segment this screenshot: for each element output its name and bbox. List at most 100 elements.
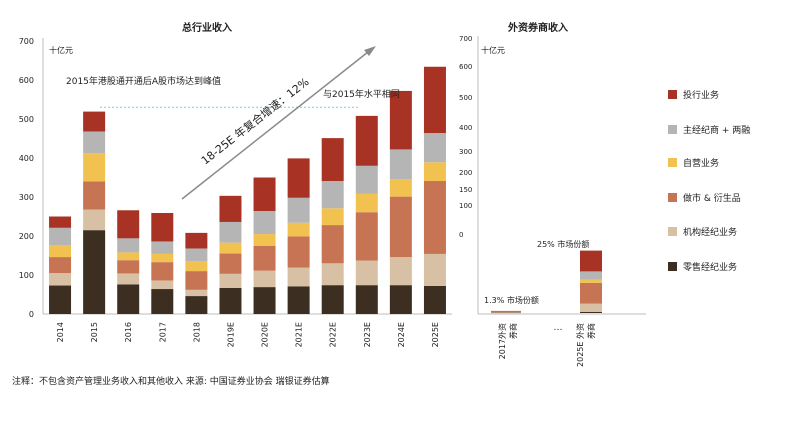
legend-item-inst: 机构经纪业务 <box>668 225 737 238</box>
left-y-tick-5: 500 <box>19 115 34 124</box>
right-bar-0-4 <box>491 311 521 312</box>
left-bar-11-2 <box>423 181 446 254</box>
left-bar-11-3 <box>423 162 446 182</box>
right-y-tick-3: 200 <box>459 169 472 177</box>
left-bar-7-4 <box>287 197 310 223</box>
left-y-tick-6: 600 <box>19 76 34 85</box>
left-bar-8-0 <box>321 285 344 314</box>
legend-item-mm: 做市 & 衍生品 <box>668 191 741 204</box>
legend-item-prop: 自营业务 <box>668 156 719 169</box>
left-bar-6-5 <box>253 177 276 212</box>
legend-item-prime: 主经纪商 + 两融 <box>668 123 750 136</box>
left-y-tick-2: 200 <box>19 232 34 241</box>
left-bar-6-1 <box>253 270 276 288</box>
left-x-tick-10: 2024E <box>397 322 406 347</box>
right-bar-1-1 <box>580 303 602 312</box>
right-ellipsis: … <box>554 323 563 333</box>
right-y-tick-7: 600 <box>459 63 472 71</box>
left-bar-9-4 <box>355 165 378 194</box>
left-x-tick-8: 2022E <box>329 322 338 347</box>
left-bar-7-2 <box>287 236 310 268</box>
left-x-tick-4: 2018 <box>192 322 201 342</box>
peak-annotation: 2015年港股通开通后A股市场达到峰值 <box>66 75 221 87</box>
left-bar-5-4 <box>219 221 242 243</box>
legend-swatch-retail <box>668 262 677 271</box>
left-bar-2-0 <box>117 284 140 314</box>
left-bar-0-4 <box>49 227 72 246</box>
left-bar-0-1 <box>49 273 72 286</box>
right-bar-0-0 <box>491 312 521 314</box>
legend-swatch-ib <box>668 90 677 99</box>
level-annotation: 与2015年水平相同 <box>323 88 400 100</box>
left-bar-4-3 <box>185 261 208 272</box>
right-bar-0-5 <box>491 310 521 312</box>
left-bar-0-0 <box>49 285 72 314</box>
left-bar-5-5 <box>219 195 242 222</box>
left-bar-9-2 <box>355 212 378 261</box>
right-y-tick-4: 300 <box>459 148 472 156</box>
left-bar-7-5 <box>287 158 310 198</box>
left-bar-7-3 <box>287 222 310 237</box>
left-bar-3-4 <box>151 241 174 254</box>
left-bar-3-5 <box>151 212 174 242</box>
left-bar-10-3 <box>389 179 412 197</box>
legend-label-inst: 机构经纪业务 <box>683 228 738 238</box>
left-bar-5-3 <box>219 242 242 254</box>
left-y-tick-7: 700 <box>19 37 34 46</box>
growth-annotation: 18-25E 年复合增速：12% <box>198 75 311 168</box>
legend-label-mm: 做市 & 衍生品 <box>683 194 741 204</box>
right-y-tick-8: 700 <box>459 35 472 43</box>
left-bar-10-0 <box>389 285 412 314</box>
left-bar-2-5 <box>117 210 140 239</box>
left-bar-1-2 <box>83 181 106 210</box>
left-x-tick-6: 2020E <box>261 322 270 347</box>
left-bar-3-0 <box>151 289 174 314</box>
right-bar-0-1 <box>491 312 521 313</box>
left-bar-8-3 <box>321 208 344 226</box>
left-y-tick-3: 300 <box>19 193 34 202</box>
left-bar-10-5 <box>389 90 412 150</box>
legend-swatch-prime <box>668 125 677 134</box>
left-bar-5-1 <box>219 273 242 288</box>
left-bar-1-5 <box>83 111 106 132</box>
growth-arrow-line <box>181 51 369 200</box>
legend-item-ib: 投行业务 <box>668 88 719 101</box>
right-y-tick-5: 400 <box>459 124 472 132</box>
left-bar-4-0 <box>185 296 208 314</box>
left-x-tick-1: 2015 <box>90 322 99 342</box>
left-bar-2-1 <box>117 273 140 285</box>
left-bar-1-3 <box>83 153 106 182</box>
right-bar-1-2 <box>580 282 602 304</box>
left-bar-9-5 <box>355 115 378 166</box>
left-bar-6-4 <box>253 211 276 235</box>
left-bar-1-4 <box>83 131 106 154</box>
left-bar-9-0 <box>355 285 378 314</box>
left-bar-11-5 <box>423 66 446 134</box>
left-bar-3-2 <box>151 262 174 281</box>
left-bar-10-4 <box>389 149 412 180</box>
growth-arrow-head <box>364 46 376 56</box>
left-x-tick-11: 2025E <box>431 322 440 347</box>
left-bar-4-4 <box>185 248 208 262</box>
left-bar-11-0 <box>423 285 446 314</box>
share-2025-annotation: 25% 市场份额 <box>537 239 589 249</box>
right-y-tick-0: 0 <box>459 231 463 239</box>
left-bar-2-3 <box>117 252 140 261</box>
left-bar-8-1 <box>321 263 344 286</box>
left-bar-1-1 <box>83 209 106 231</box>
left-bar-0-3 <box>49 245 72 258</box>
right-chart-title: 外资券商收入 <box>507 21 568 34</box>
left-bar-9-3 <box>355 193 378 213</box>
left-x-tick-7: 2021E <box>295 322 304 347</box>
right-unit-label: 十亿元 <box>481 45 505 55</box>
right-x-tick-1-line-1: 券商 <box>586 323 596 339</box>
left-bar-3-3 <box>151 253 174 263</box>
left-x-tick-3: 2017 <box>158 322 167 342</box>
left-bar-5-2 <box>219 253 242 274</box>
right-y-tick-2: 150 <box>459 186 472 194</box>
left-bar-7-0 <box>287 286 310 314</box>
legend-label-retail: 零售经纪业务 <box>683 263 738 273</box>
right-bar-1-4 <box>580 271 602 280</box>
